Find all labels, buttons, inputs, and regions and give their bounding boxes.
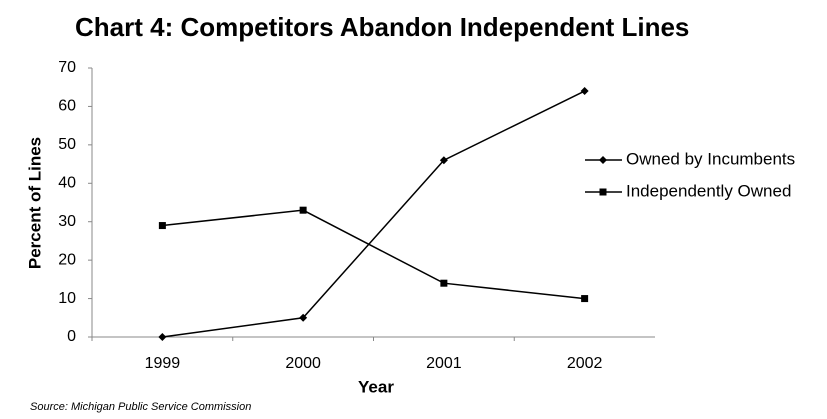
y-axis-label: Percent of Lines — [25, 137, 44, 269]
marker-diamond — [439, 156, 448, 165]
y-tick-label: 20 — [58, 251, 76, 268]
marker-square — [158, 222, 166, 230]
x-tick-label: 1999 — [145, 355, 181, 372]
marker-diamond — [299, 313, 308, 322]
y-tick-label: 50 — [58, 136, 76, 153]
y-tick-label: 60 — [58, 98, 76, 115]
marker-square — [299, 206, 307, 214]
legend-label: Independently Owned — [626, 181, 791, 200]
marker-square — [599, 188, 607, 196]
x-tick-label: 2001 — [426, 355, 462, 372]
marker-diamond — [580, 87, 589, 96]
source-note: Source: Michigan Public Service Commissi… — [30, 401, 251, 413]
y-tick-label: 40 — [58, 175, 76, 192]
series-line — [162, 90, 585, 338]
marker-diamond — [599, 156, 607, 164]
marker-square — [440, 279, 448, 287]
x-tick-label: 2000 — [285, 355, 321, 372]
x-tick-label: 2002 — [567, 355, 603, 372]
y-tick-label: 10 — [58, 290, 76, 307]
marker-square — [581, 295, 589, 303]
y-tick-label: 0 — [67, 328, 76, 345]
chart-title: Chart 4: Competitors Abandon Independent… — [75, 12, 689, 42]
y-tick-label: 70 — [58, 59, 76, 76]
y-tick-label: 30 — [58, 213, 76, 230]
x-axis-label: Year — [358, 377, 394, 396]
marker-diamond — [158, 333, 167, 341]
legend-label: Owned by Incumbents — [626, 149, 795, 168]
series-line — [162, 209, 585, 300]
